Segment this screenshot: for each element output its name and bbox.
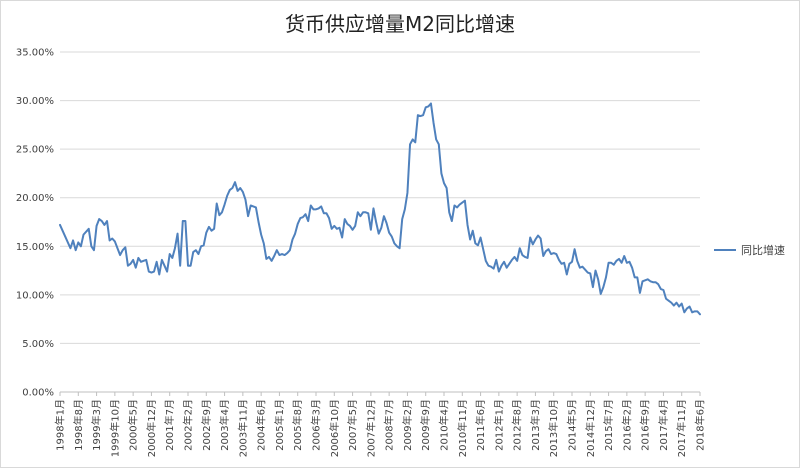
y-tick-label: 30.00% (16, 96, 54, 107)
x-tick-label: 2005年8月 (291, 399, 304, 451)
chart-title: 货币供应增量M2同比增速 (285, 12, 515, 36)
series-line (59, 102, 701, 316)
y-tick-label: 20.00% (16, 193, 54, 204)
axes (59, 391, 701, 396)
x-tick-label: 2013年10月 (547, 399, 560, 457)
x-tick-label: 2013年3月 (529, 399, 542, 451)
x-tick-label: 2011年6月 (474, 399, 487, 451)
x-tick-label: 2006年10月 (328, 399, 341, 457)
x-tick-label: 2010年11月 (456, 399, 469, 457)
x-tick-label: 2007年12月 (364, 399, 377, 457)
x-tick-label: 2017年11月 (675, 399, 688, 457)
x-tick-label: 2003年4月 (218, 399, 231, 451)
y-tick-label: 5.00% (22, 339, 54, 350)
x-tick-label: 2015年7月 (602, 399, 615, 451)
x-tick-label: 2004年6月 (255, 399, 268, 451)
series-layer (59, 102, 701, 316)
x-tick-label: 2018年6月 (694, 399, 707, 451)
y-tick-label: 15.00% (16, 242, 54, 253)
gridlines (60, 51, 700, 393)
x-tick-label: 1999年10月 (108, 399, 121, 457)
x-tick-label: 2002年2月 (182, 399, 195, 451)
x-tick-label: 2009年2月 (401, 399, 414, 451)
x-tick-label: 2014年12月 (584, 399, 597, 457)
x-tick-label: 2000年12月 (145, 399, 158, 457)
x-tick-label: 2008年7月 (383, 399, 396, 451)
x-tick-label: 1999年3月 (90, 399, 103, 451)
x-tick-label: 2005年1月 (273, 399, 286, 451)
x-axis-tick-labels: 1998年1月 1998年8月 1999年3月 1999年10月 2000年5月 2000… (54, 399, 707, 457)
legend-label: 同比增速 (741, 243, 785, 257)
x-tick-label: 2006年3月 (310, 399, 323, 451)
x-tick-label: 2007年5月 (346, 399, 359, 451)
legend: 同比增速 (714, 243, 785, 257)
x-tick-label: 2001年7月 (163, 399, 176, 451)
x-tick-label: 2016年2月 (620, 399, 633, 451)
x-tick-label: 2017年4月 (657, 399, 670, 451)
x-tick-label: 2016年9月 (639, 399, 652, 451)
y-tick-label: 10.00% (16, 290, 54, 301)
y-axis-tick-labels: 0.00% 5.00% 10.00% 15.00% 20.00% 25.00% 30.00%… (16, 48, 54, 399)
x-tick-label: 2003年11月 (236, 399, 249, 457)
x-tick-label: 2000年5月 (127, 399, 140, 451)
x-tick-label: 2010年4月 (438, 399, 451, 451)
x-tick-label: 2009年9月 (419, 399, 432, 451)
x-tick-label: 2012年1月 (492, 399, 505, 451)
x-tick-label: 2014年5月 (566, 399, 579, 451)
y-tick-label: 0.00% (22, 388, 54, 399)
x-tick-label: 1998年1月 (54, 399, 67, 451)
x-tick-label: 2012年8月 (511, 399, 524, 451)
y-tick-label: 35.00% (16, 48, 54, 59)
y-tick-label: 25.00% (16, 145, 54, 156)
x-tick-label: 2002年9月 (200, 399, 213, 451)
x-tick-label: 1998年8月 (72, 399, 85, 451)
